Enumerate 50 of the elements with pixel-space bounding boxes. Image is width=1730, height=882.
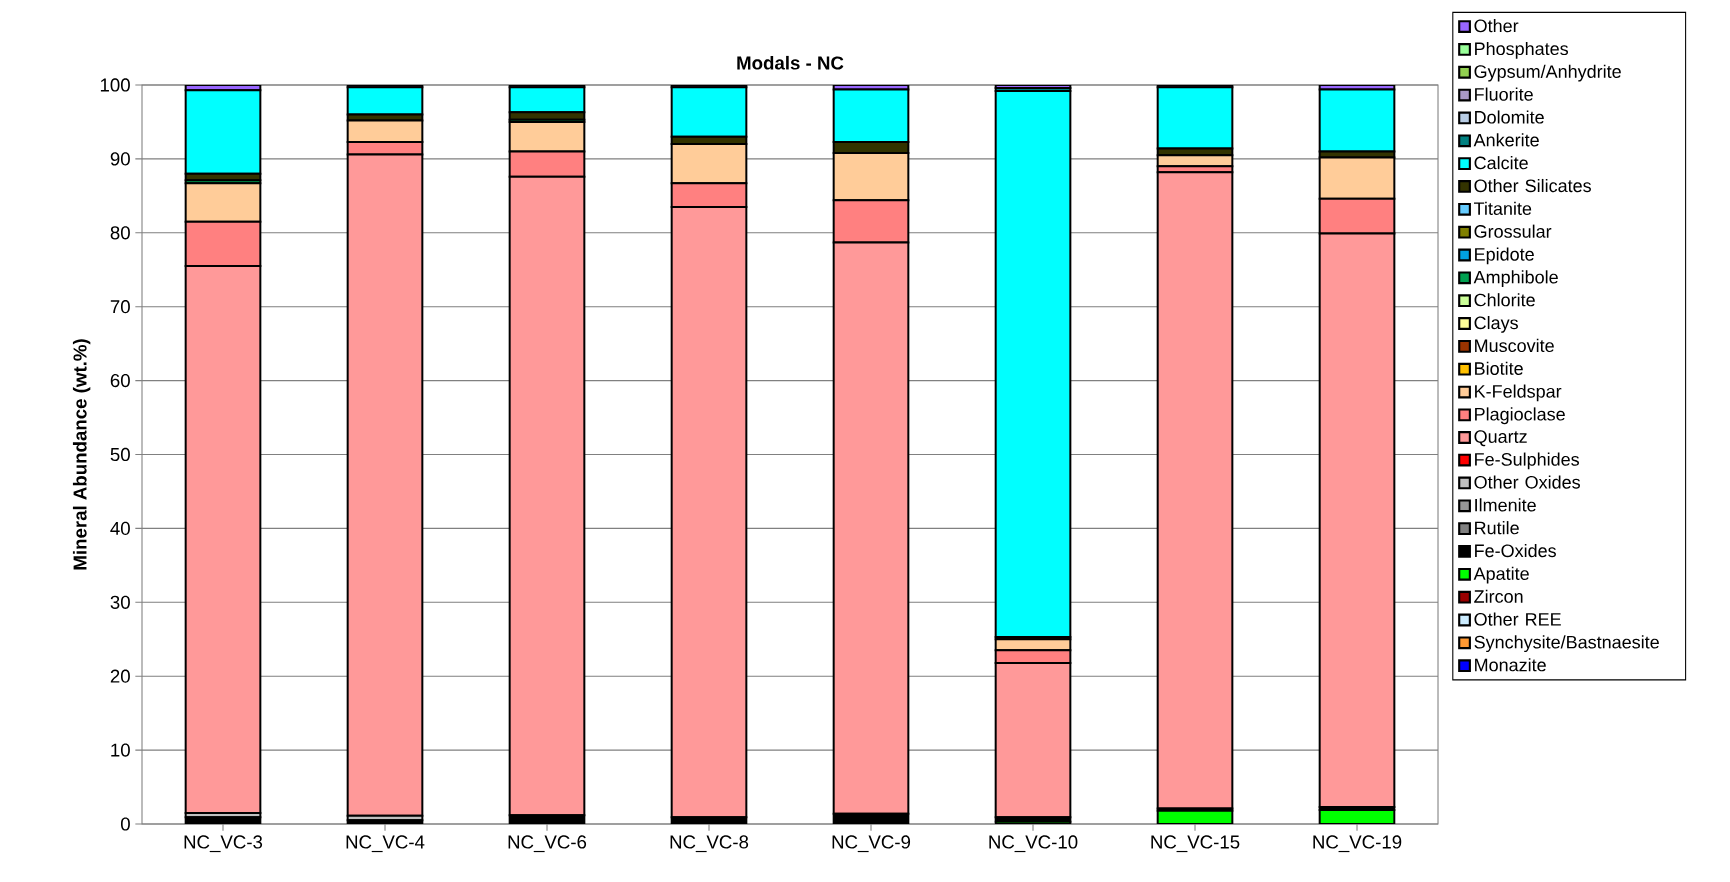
legend-label: Calcite [1474, 156, 1528, 170]
y-tick-label: 70 [110, 300, 130, 314]
legend-label: Plagioclase [1475, 407, 1565, 425]
legend-label: Fluorite [1475, 87, 1533, 101]
legend-label: K-Feldspar [1475, 384, 1562, 402]
y-tick-label: 90 [110, 152, 130, 166]
x-tick-label: NC_VC-19 [1313, 835, 1402, 853]
legend-label: Clays [1474, 315, 1518, 333]
y-tick-label: 100 [100, 78, 130, 92]
legend-label: Synchysite/Bastnaesite [1474, 635, 1659, 653]
chart-title: Modals - NC [737, 55, 844, 70]
legend-label: Fe-Sulphides [1475, 452, 1579, 470]
y-tick-label: 60 [110, 373, 130, 388]
legend-label: Phosphates [1475, 41, 1569, 59]
legend-label: Titanite [1474, 201, 1532, 215]
legend-label: Amphibole [1473, 270, 1558, 288]
legend-label: Ankerite [1473, 133, 1539, 147]
legend-label: Chlorite [1474, 293, 1535, 307]
x-tick-label: NC_VC-10 [989, 835, 1078, 853]
legend-label: Other REE [1474, 612, 1561, 626]
legend-label: Muscovite [1475, 338, 1554, 353]
legend-label: Other Silicates [1474, 178, 1591, 193]
legend-label: Other Oxides [1474, 475, 1580, 489]
legend-label: Apatite [1473, 566, 1529, 584]
legend-label: Zircon [1474, 589, 1523, 603]
legend-label: Epidote [1475, 247, 1534, 265]
x-tick-label: NC_VC-6 [508, 835, 587, 853]
legend-label: Biotite [1475, 361, 1523, 375]
y-tick-label: 30 [110, 595, 130, 609]
y-axis-title: Mineral Abundance (wt.%) [72, 339, 91, 570]
legend-label: Fe-Oxides [1475, 543, 1556, 558]
y-tick-label: 10 [111, 743, 130, 757]
legend-label: Monazite [1475, 658, 1546, 672]
legend-label: Rutile [1475, 521, 1519, 535]
x-tick-label: NC_VC-9 [832, 835, 911, 853]
x-tick-label: NC_VC-3 [184, 835, 263, 853]
y-tick-label: 80 [110, 226, 130, 240]
legend-label: Grossular [1474, 224, 1552, 238]
y-tick-label: 0 [120, 817, 130, 831]
y-tick-label: 50 [110, 447, 130, 462]
legend-label: Gypsum/Anhydrite [1474, 64, 1621, 82]
legend-label: Dolomite [1475, 110, 1544, 124]
y-tick-label: 40 [110, 521, 130, 536]
x-tick-label: NC_VC-4 [346, 835, 425, 853]
x-tick-label: NC_VC-8 [670, 835, 749, 853]
legend-label: Quartz [1474, 430, 1527, 447]
x-tick-label: NC_VC-15 [1151, 835, 1240, 853]
legend-label: Ilmenite [1475, 498, 1536, 512]
legend-label: Other [1474, 19, 1519, 33]
y-tick-label: 20 [110, 669, 130, 683]
